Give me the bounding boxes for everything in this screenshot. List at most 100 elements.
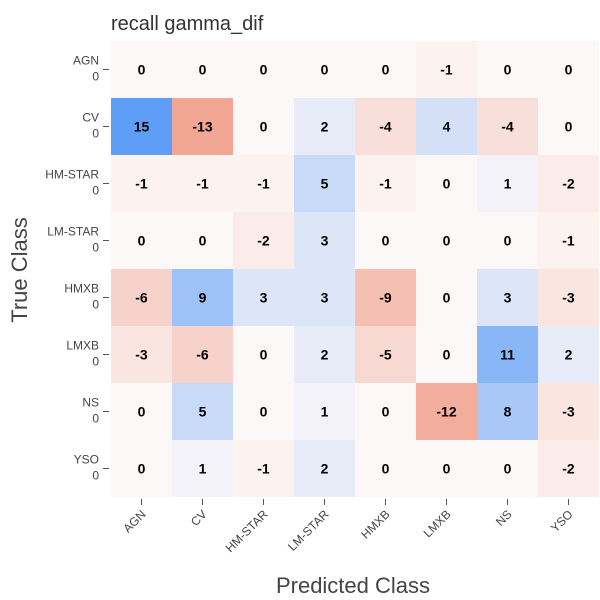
heatmap-cell: [355, 326, 416, 383]
cell-value-label: 2: [321, 461, 329, 477]
heatmap-cell: [233, 41, 294, 98]
row-sublabel: 0: [92, 298, 99, 312]
cell-value-label: -6: [196, 347, 209, 363]
heatmap-cell: [294, 269, 355, 326]
cell-value-label: 1: [199, 461, 207, 477]
cell-value-label: 0: [260, 347, 268, 363]
cell-value-label: 0: [321, 62, 329, 78]
row-label: AGN: [73, 54, 99, 68]
cell-value-label: -13: [192, 119, 212, 135]
row-label: HMXB: [64, 282, 99, 296]
cell-value-label: -5: [379, 347, 392, 363]
row-sublabel: 0: [92, 184, 99, 198]
cell-value-label: 0: [138, 461, 146, 477]
cell-value-label: 0: [443, 176, 451, 192]
column-labels: AGN CV HM-STAR LM-STAR HMXB LMXB NS YSO: [120, 499, 576, 555]
heatmap-cell: [538, 326, 599, 383]
cell-value-label: -3: [562, 404, 575, 420]
heatmap-cell: [172, 440, 233, 497]
heatmap-cell: [294, 326, 355, 383]
cell-value-label: 0: [443, 290, 451, 306]
cell-value-label: 2: [321, 347, 329, 363]
row-label: LMXB: [66, 339, 99, 353]
cell-value-label: 8: [504, 404, 512, 420]
cell-value-label: 0: [382, 233, 390, 249]
heatmap-cell: [172, 98, 233, 155]
cell-value-label: -1: [440, 62, 453, 78]
cell-value-label: 0: [382, 461, 390, 477]
heatmap-cell: [111, 269, 172, 326]
cell-value-label: 15: [134, 119, 150, 135]
cell-value-label: -12: [436, 404, 456, 420]
heatmap-cell: [111, 326, 172, 383]
column-label: LM-STAR: [285, 507, 332, 554]
heatmap-cell: [172, 383, 233, 440]
cell-value-label: 0: [565, 119, 573, 135]
heatmap-cell: [111, 383, 172, 440]
row-sublabel: 0: [92, 241, 99, 255]
cell-value-label: -1: [257, 461, 270, 477]
heatmap-cell: [416, 155, 477, 212]
cell-value-label: 3: [321, 290, 329, 306]
heatmap-cell: [294, 155, 355, 212]
column-label: AGN: [120, 507, 148, 535]
heatmap-cell: [416, 326, 477, 383]
heatmap-cell: [111, 440, 172, 497]
heatmap-cell: [477, 440, 538, 497]
column-label: YSO: [548, 507, 576, 535]
heatmap-cell: [538, 41, 599, 98]
heatmap-cell: [111, 41, 172, 98]
cell-value-label: 0: [260, 404, 268, 420]
heatmap-cell: [172, 155, 233, 212]
cell-value-label: 0: [138, 404, 146, 420]
cell-value-label: 0: [382, 62, 390, 78]
heatmap-cell: [538, 269, 599, 326]
heatmap-cell: [416, 440, 477, 497]
cell-value-label: -3: [562, 290, 575, 306]
cell-value-label: 4: [443, 119, 451, 135]
x-axis-title: Predicted Class: [276, 573, 430, 598]
heatmap-cell: [416, 98, 477, 155]
chart-title: recall gamma_dif: [111, 13, 264, 35]
heatmap-cell: [233, 269, 294, 326]
cell-value-label: 0: [504, 233, 512, 249]
heatmap-cell: [538, 98, 599, 155]
heatmap-cell: [416, 383, 477, 440]
cell-value-label: 0: [443, 461, 451, 477]
row-label: LM-STAR: [47, 225, 99, 239]
heatmap-cell: [355, 383, 416, 440]
cell-value-label: 0: [199, 62, 207, 78]
row-label: HM-STAR: [45, 168, 99, 182]
heatmap-cell: [111, 212, 172, 269]
cell-value-label: 0: [382, 404, 390, 420]
cell-value-label: 3: [504, 290, 512, 306]
cell-value-label: 3: [260, 290, 268, 306]
cell-value-label: -2: [562, 176, 575, 192]
heatmap-cell: [538, 212, 599, 269]
row-sublabel: 0: [92, 127, 99, 141]
cell-value-label: -6: [135, 290, 148, 306]
cell-value-label: 0: [504, 62, 512, 78]
heatmap-cell: [233, 212, 294, 269]
cell-value-label: 5: [321, 176, 329, 192]
heatmap-cell: [477, 98, 538, 155]
cell-value-label: -9: [379, 290, 392, 306]
cell-value-label: 11: [500, 347, 515, 363]
cell-value-label: 0: [504, 461, 512, 477]
cell-value-label: 2: [565, 347, 573, 363]
heatmap-cell: [233, 98, 294, 155]
heatmap-cells: 0 0 0 0 0 -1 0 015 -13 0 2 -4 4 -4 0-1 -1 -1 5 -1 0 1 -20 0 -2 3…: [111, 41, 599, 497]
heatmap-cell: [355, 440, 416, 497]
heatmap-cell: [355, 269, 416, 326]
heatmap-cell: [233, 440, 294, 497]
row-label: YSO: [74, 453, 99, 467]
cell-value-label: 0: [443, 233, 451, 249]
cell-value-label: 2: [321, 119, 329, 135]
row-labels: AGN 0 CV 0 HM-STAR 0 LM-STAR 0 HMXB 0 LMXB 0 NS 0 YSO 0: [45, 54, 109, 483]
heatmap-cell: [172, 212, 233, 269]
heatmap-cell: [294, 98, 355, 155]
column-label: NS: [493, 507, 515, 529]
row-sublabel: 0: [92, 70, 99, 84]
heatmap-cell: [233, 155, 294, 212]
cell-value-label: -1: [196, 176, 209, 192]
